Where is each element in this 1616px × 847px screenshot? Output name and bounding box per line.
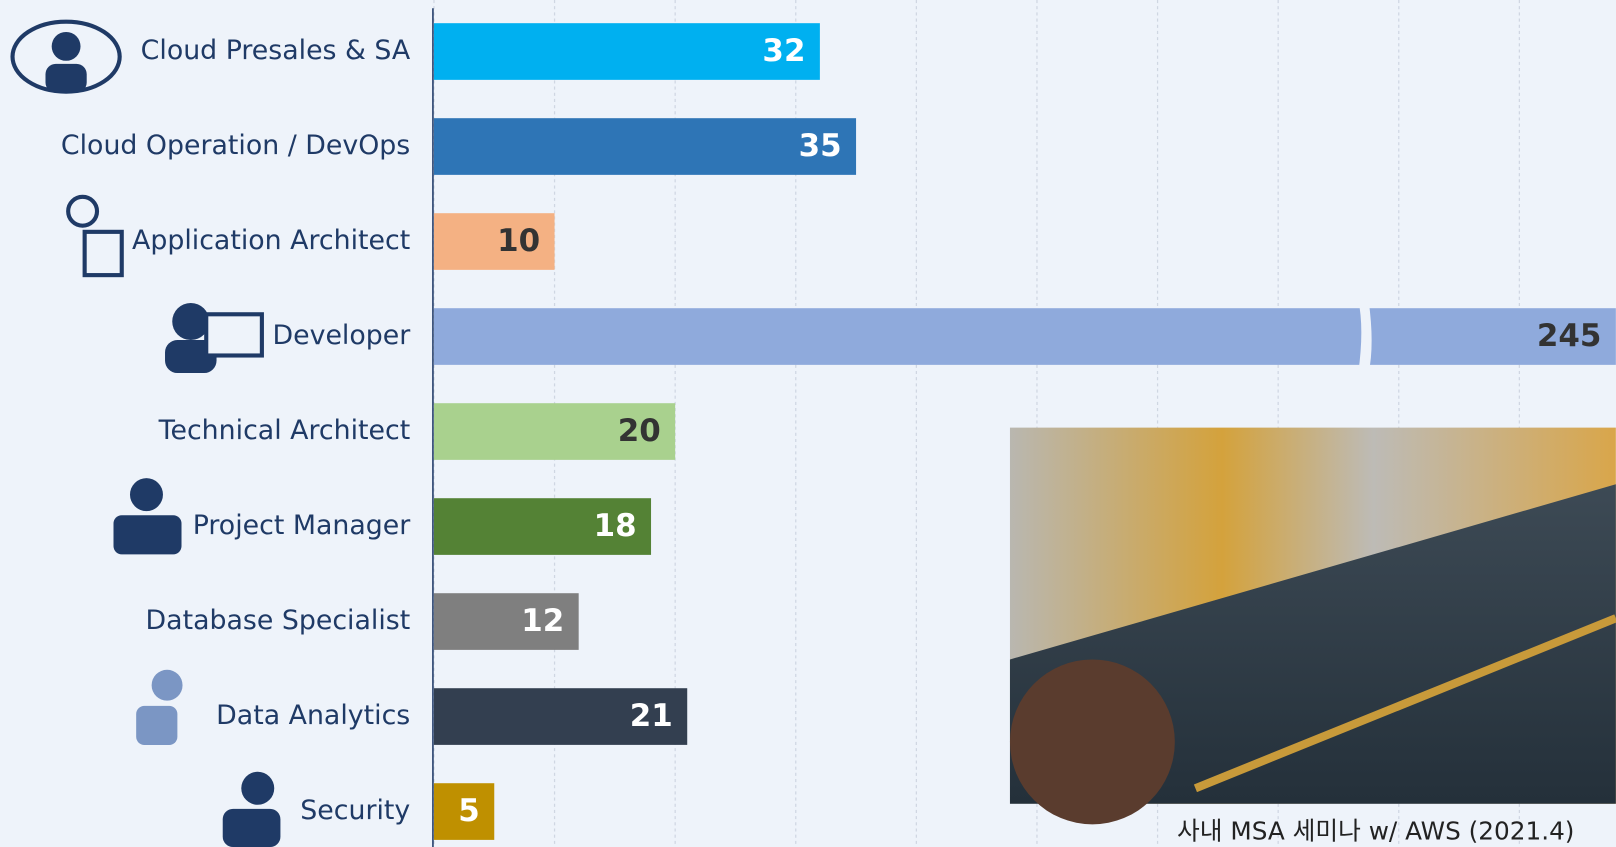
category-label: Application Architect	[132, 225, 410, 256]
icon-body	[223, 809, 281, 847]
icon-head	[130, 478, 163, 511]
icon-head	[52, 32, 81, 61]
value-label: 5	[458, 793, 480, 829]
icon-body	[136, 706, 177, 745]
value-label: 245	[1537, 318, 1602, 354]
category-label: Project Manager	[193, 510, 412, 541]
icon-head	[172, 303, 209, 340]
value-label: 18	[594, 508, 637, 544]
category-label: Database Specialist	[146, 605, 411, 636]
photo-caption: 사내 MSA 세미나 w/ AWS (2021.4)	[1177, 817, 1574, 846]
category-label: Technical Architect	[158, 415, 411, 446]
photo	[1010, 428, 1616, 825]
icon-doc	[85, 232, 122, 275]
value-label: 20	[618, 413, 661, 449]
page: {"chart_data": {"type": "bar", "orientat…	[0, 0, 1616, 847]
value-label: 21	[630, 698, 673, 734]
category-label: Cloud Presales & SA	[141, 35, 411, 66]
chart: 사내 MSA 세미나 w/ AWS (2021.4) Cloud Presale…	[0, 0, 1616, 847]
icon-head	[241, 772, 274, 805]
icon-screen	[206, 314, 262, 355]
value-label: 10	[497, 223, 540, 259]
photo-person	[1010, 659, 1175, 824]
value-label: 12	[521, 603, 564, 639]
icon-head	[152, 670, 183, 701]
value-label: 32	[762, 33, 805, 69]
bar	[434, 308, 1616, 365]
bar	[434, 118, 856, 175]
category-label: Security	[300, 795, 410, 826]
category-label: Developer	[273, 320, 412, 351]
icon-body	[45, 64, 86, 93]
value-label: 35	[799, 128, 842, 164]
category-label: Data Analytics	[216, 700, 410, 731]
category-label: Cloud Operation / DevOps	[61, 130, 410, 161]
icon-body	[114, 515, 182, 554]
icon-helmet	[68, 197, 97, 226]
